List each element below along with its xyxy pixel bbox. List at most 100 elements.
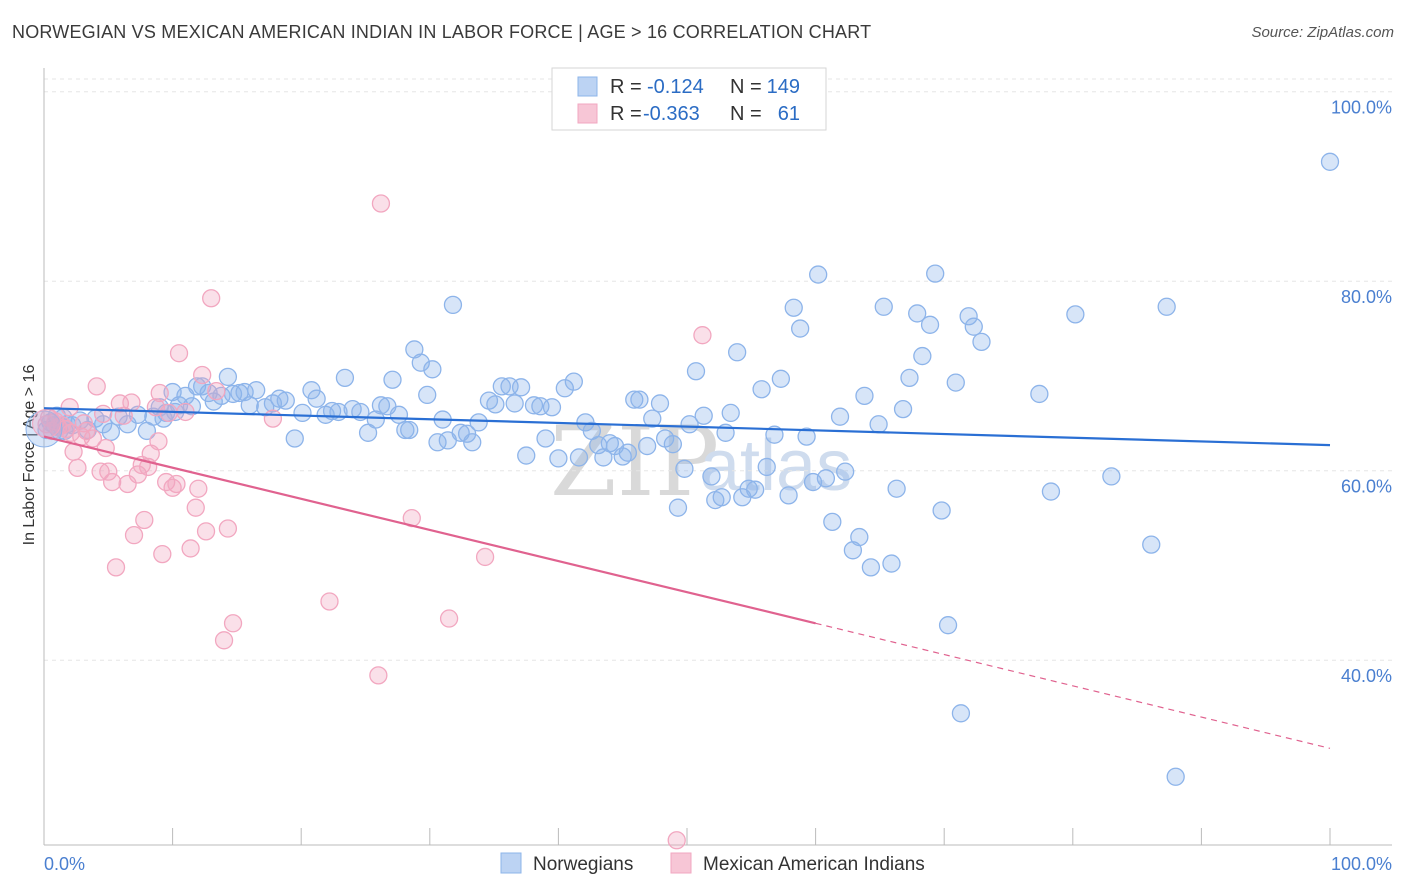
mexican-american-indian-point	[167, 474, 186, 494]
norwegian-point	[94, 415, 113, 434]
norwegian-point	[549, 449, 568, 468]
norwegian-point	[600, 434, 619, 453]
norwegian-point	[739, 479, 758, 498]
mexican-american-indian-point	[60, 398, 79, 417]
mexican-american-indian-point	[371, 194, 391, 213]
norwegian-point	[920, 315, 940, 334]
norwegian-point	[564, 372, 583, 391]
norwegian-point	[946, 373, 965, 392]
mexican-american-indian-point	[207, 381, 226, 401]
norwegian-point	[307, 389, 326, 408]
norwegian-point	[463, 433, 482, 452]
mexican-american-indian-point	[320, 592, 339, 611]
norwegian-point	[959, 307, 978, 326]
norwegian-point	[505, 394, 524, 413]
norwegian-point	[643, 409, 662, 428]
x-tick-label-min: 0.0%	[44, 854, 85, 874]
bottom-legend-label-mexican-american-indians: Mexican American Indians	[703, 854, 925, 875]
norwegian-point	[752, 380, 771, 399]
norwegian-point	[555, 379, 574, 398]
norwegian-point	[400, 420, 419, 440]
y-tick-labels: 100.0% 80.0% 60.0% 40.0%	[1331, 98, 1392, 687]
norwegian-point	[389, 405, 409, 424]
mexican-american-indian-point	[99, 462, 118, 481]
norwegian-point	[893, 399, 913, 419]
norwegian-point	[383, 370, 402, 389]
norwegian-point	[418, 385, 437, 405]
norwegian-point	[855, 386, 874, 406]
norwegian-point	[757, 457, 776, 477]
mexican-american-indian-point	[91, 462, 110, 481]
norwegian-point	[680, 415, 699, 434]
mexican-american-indian-point	[128, 465, 148, 484]
mexican-american-indian-point	[181, 539, 200, 558]
norwegian-point	[779, 486, 798, 505]
y-tick-label: 40.0%	[1341, 666, 1392, 686]
norwegian-point	[1157, 297, 1176, 316]
norwegian-point	[411, 353, 430, 372]
legend-n-label-1: N =	[730, 76, 762, 98]
norwegian-point	[443, 295, 463, 315]
grid-lines	[44, 78, 1392, 661]
norwegian-point	[1102, 467, 1121, 486]
mexican-american-indian-point	[263, 409, 283, 428]
mexican-american-indian-point	[189, 479, 208, 498]
norwegian-point	[1142, 535, 1161, 554]
norwegian-point	[302, 381, 321, 400]
norwegian-point	[663, 435, 683, 454]
x-axis-ticks	[43, 828, 1331, 845]
norwegian-point	[1041, 482, 1061, 501]
mexican-american-indian-point	[68, 458, 87, 478]
norwegian-point	[524, 396, 544, 415]
norwegian-point	[668, 498, 688, 517]
mexican-american-indian-point	[135, 510, 154, 530]
trend-lines	[43, 407, 1331, 749]
norwegian-point	[366, 410, 385, 429]
legend-n-label-2: N =	[730, 103, 762, 125]
mexican-american-indian-cluster-point	[32, 408, 62, 438]
norwegian-point	[861, 558, 881, 577]
norwegian-point	[469, 413, 488, 432]
norwegian-point	[618, 443, 637, 462]
legend-swatch-mexican-american-indians	[577, 103, 598, 124]
norwegian-point	[276, 391, 295, 410]
mexican-american-indian-point	[693, 326, 712, 345]
mexican-american-indian-point	[87, 377, 106, 396]
norwegian-point	[187, 377, 207, 396]
mexican-american-indian-point	[106, 558, 126, 577]
norwegian-point	[371, 396, 391, 415]
norwegian-point	[625, 390, 644, 409]
norwegian-point	[951, 704, 971, 723]
bottom-legend-label-norwegians: Norwegians	[533, 854, 633, 875]
mexican-american-indian-point	[169, 344, 189, 363]
norwegian-point	[650, 394, 670, 413]
norwegian-point	[784, 298, 803, 317]
norwegian-point	[830, 407, 850, 426]
norwegian-point	[771, 369, 791, 388]
mexican-american-indian-point	[61, 423, 81, 442]
mexican-american-indian-point	[667, 831, 686, 850]
mexican-american-indian-trend-extension	[815, 622, 1331, 749]
norwegian-point	[964, 317, 983, 336]
mexican-american-indian-point	[103, 472, 122, 492]
norwegian-point	[721, 403, 740, 423]
chart-title: NORWEGIAN VS MEXICAN AMERICAN INDIAN IN …	[12, 22, 872, 42]
norwegian-point	[270, 389, 289, 408]
norwegian-point	[823, 512, 842, 532]
mexican-american-indian-point	[193, 365, 212, 385]
data-points	[25, 152, 1340, 850]
y-axis-label: In Labor Force | Age > 16	[21, 365, 38, 546]
y-tick-label: 100.0%	[1331, 98, 1392, 118]
norwegian-point	[791, 319, 810, 338]
norwegian-point	[423, 360, 442, 379]
legend-n-value-1: 149	[767, 76, 800, 98]
mexican-american-indian-point	[439, 609, 459, 628]
norwegian-point	[675, 459, 694, 478]
norwegian-point	[101, 422, 121, 442]
norwegian-point	[240, 396, 259, 415]
norwegian-point	[293, 403, 312, 423]
mexican-american-indian-point	[83, 429, 103, 448]
norwegian-point	[728, 343, 747, 362]
mexican-american-indian-trend-line	[43, 435, 816, 625]
mexican-american-indian-point	[153, 544, 172, 564]
